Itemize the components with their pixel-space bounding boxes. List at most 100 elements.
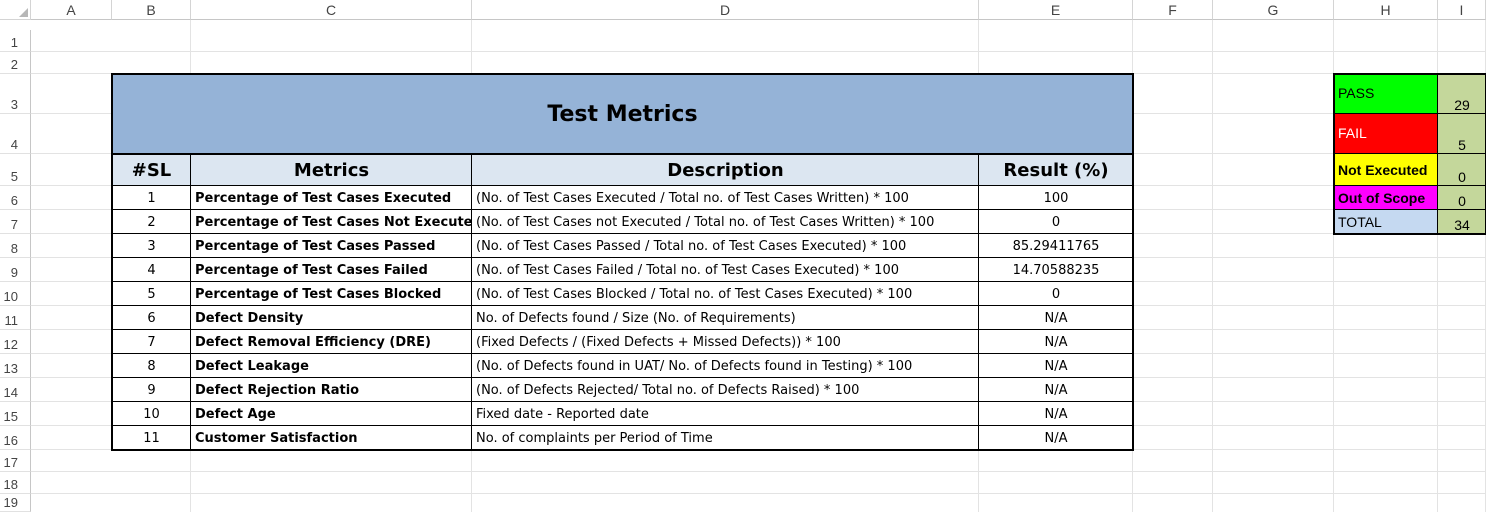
metric-cell[interactable]: Defect Leakage — [195, 358, 309, 374]
row-number: 13 — [3, 361, 18, 376]
description-cell[interactable]: Fixed date - Reported date — [476, 406, 649, 422]
sl-cell[interactable]: 1 — [147, 190, 156, 206]
result-cell[interactable]: N/A — [1044, 358, 1068, 374]
result-cell[interactable]: N/A — [1044, 334, 1068, 350]
result-cell[interactable]: N/A — [1044, 430, 1068, 446]
result-cell[interactable]: 0 — [1051, 214, 1061, 230]
summary-border — [1334, 153, 1486, 154]
header-sl[interactable]: #SL — [112, 154, 191, 186]
description-cell[interactable]: (No. of Test Cases Passed / Total no. of… — [476, 238, 907, 254]
summary-label[interactable]: TOTAL — [1334, 210, 1438, 234]
result-cell[interactable]: 85.29411765 — [1012, 238, 1100, 254]
border-left — [111, 73, 113, 450]
metric-cell[interactable]: Customer Satisfaction — [195, 430, 358, 446]
row-header-10[interactable]: 10 — [0, 282, 31, 306]
metric-cell[interactable]: Percentage of Test Cases Executed — [195, 190, 452, 206]
select-all-corner[interactable] — [0, 0, 31, 20]
sl-cell[interactable]: 7 — [147, 334, 156, 350]
row-header-2[interactable]: 2 — [0, 52, 31, 74]
row-header-18[interactable]: 18 — [0, 472, 31, 494]
column-header-g[interactable]: G — [1213, 0, 1334, 20]
result-cell[interactable]: N/A — [1044, 310, 1068, 326]
result-cell[interactable]: 14.70588235 — [1012, 262, 1100, 278]
sl-cell[interactable]: 9 — [147, 382, 156, 398]
row-header-14[interactable]: 14 — [0, 378, 31, 402]
column-header-e[interactable]: E — [979, 0, 1133, 20]
metric-cell[interactable]: Percentage of Test Cases Not Executed — [195, 214, 472, 230]
sl-cell[interactable]: 6 — [147, 310, 156, 326]
table-title[interactable]: Test Metrics — [112, 74, 1133, 154]
row-header-16[interactable]: 16 — [0, 426, 31, 450]
grid-vline — [1437, 20, 1438, 512]
header-result[interactable]: Result (%) — [979, 154, 1133, 186]
result-cell[interactable]: N/A — [1044, 382, 1068, 398]
row-header-13[interactable]: 13 — [0, 354, 31, 378]
row-header-6[interactable]: 6 — [0, 186, 31, 210]
column-header-c[interactable]: C — [191, 0, 472, 20]
summary-value[interactable]: 0 — [1438, 154, 1486, 186]
metric-cell[interactable]: Defect Removal Efficiency (DRE) — [195, 334, 431, 350]
summary-value[interactable]: 34 — [1438, 210, 1486, 234]
row-number: 1 — [10, 35, 18, 50]
summary-label[interactable]: Not Executed — [1334, 154, 1438, 186]
description-cell[interactable]: (No. of Test Cases Executed / Total no. … — [476, 190, 909, 206]
metric-cell[interactable]: Defect Rejection Ratio — [195, 382, 360, 398]
sl-cell[interactable]: 4 — [147, 262, 156, 278]
row-header-15[interactable]: 15 — [0, 402, 31, 426]
column-header-f[interactable]: F — [1133, 0, 1213, 20]
border-row — [112, 353, 1133, 354]
column-header-d[interactable]: D — [472, 0, 979, 20]
metric-cell[interactable]: Defect Age — [195, 406, 276, 422]
sl-cell[interactable]: 8 — [147, 358, 156, 374]
grid-vline — [1212, 20, 1213, 512]
row-header-12[interactable]: 12 — [0, 330, 31, 354]
description-cell[interactable]: (No. of Defects found in UAT/ No. of Def… — [476, 358, 913, 374]
row-header-9[interactable]: 9 — [0, 258, 31, 282]
summary-label[interactable]: FAIL — [1334, 114, 1438, 154]
description-cell[interactable]: (No. of Test Cases not Executed / Total … — [476, 214, 935, 230]
metric-cell[interactable]: Percentage of Test Cases Passed — [195, 238, 436, 254]
description-cell[interactable]: No. of complaints per Period of Time — [476, 430, 713, 446]
description-cell[interactable]: (No. of Defects Rejected/ Total no. of D… — [476, 382, 860, 398]
summary-value[interactable]: 5 — [1438, 114, 1486, 154]
description-cell[interactable]: (No. of Test Cases Blocked / Total no. o… — [476, 286, 913, 302]
description-cell[interactable]: No. of Defects found / Size (No. of Requ… — [476, 310, 796, 326]
row-header-5[interactable]: 5 — [0, 154, 31, 186]
summary-label[interactable]: PASS — [1334, 74, 1438, 114]
row-header-1[interactable]: 1 — [0, 30, 31, 52]
row-number: 4 — [10, 137, 18, 152]
row-header-7[interactable]: 7 — [0, 210, 31, 234]
summary-value[interactable]: 0 — [1438, 186, 1486, 210]
row-header-11[interactable]: 11 — [0, 306, 31, 330]
description-cell[interactable]: (No. of Test Cases Failed / Total no. of… — [476, 262, 899, 278]
metric-cell[interactable]: Percentage of Test Cases Blocked — [195, 286, 442, 302]
column-header-a[interactable]: A — [31, 0, 112, 20]
row-header-4[interactable]: 4 — [0, 114, 31, 154]
column-header-h[interactable]: H — [1334, 0, 1438, 20]
border-row — [112, 233, 1133, 234]
sl-cell[interactable]: 10 — [143, 406, 160, 422]
column-header-b[interactable]: B — [112, 0, 191, 20]
header-metrics[interactable]: Metrics — [191, 154, 472, 186]
column-header-i[interactable]: I — [1438, 0, 1486, 20]
summary-border — [1333, 73, 1486, 75]
result-cell[interactable]: 100 — [1043, 190, 1069, 206]
header-description[interactable]: Description — [472, 154, 979, 186]
row-header-3[interactable]: 3 — [0, 74, 31, 114]
result-cell[interactable]: 0 — [1051, 286, 1061, 302]
description-cell[interactable]: (Fixed Defects / (Fixed Defects + Missed… — [476, 334, 841, 350]
row-number: 5 — [10, 169, 18, 184]
sl-cell[interactable]: 3 — [147, 238, 156, 254]
row-header-8[interactable]: 8 — [0, 234, 31, 258]
row-header-19[interactable]: 19 — [0, 494, 31, 512]
metric-cell[interactable]: Percentage of Test Cases Failed — [195, 262, 428, 278]
metric-cell[interactable]: Defect Density — [195, 310, 304, 326]
sl-cell[interactable]: 2 — [147, 214, 156, 230]
sl-cell[interactable]: 11 — [143, 430, 160, 446]
summary-label[interactable]: Out of Scope — [1334, 186, 1438, 210]
sl-cell[interactable]: 5 — [147, 286, 156, 302]
summary-value[interactable]: 29 — [1438, 74, 1486, 114]
row-header-17[interactable]: 17 — [0, 450, 31, 472]
result-cell[interactable]: N/A — [1044, 406, 1068, 422]
row-number: 18 — [3, 477, 18, 492]
